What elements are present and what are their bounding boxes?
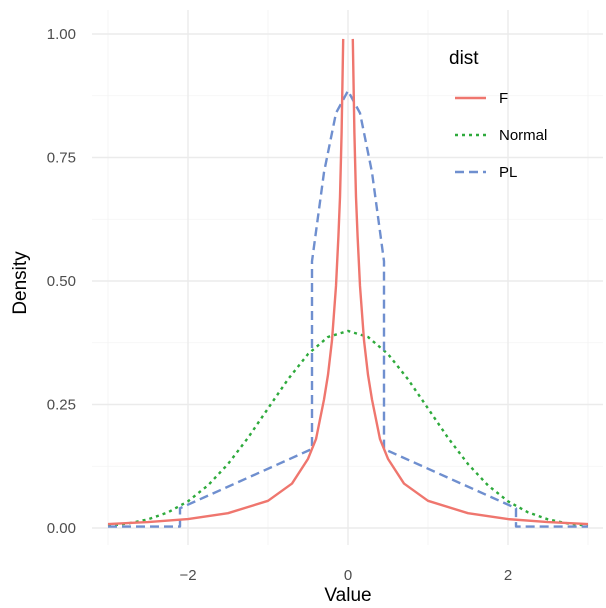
legend-entry-normal: Normal [455, 127, 547, 144]
x-tick-label: −2 [179, 567, 196, 584]
x-axis-title: Value [324, 585, 371, 606]
legend-entry-pl: PL [455, 164, 517, 181]
grid [92, 10, 603, 545]
x-tick-label: 2 [504, 567, 512, 584]
y-axis-title: Density [10, 251, 31, 315]
legend: dist F Normal PL [449, 48, 547, 181]
legend-label-normal: Normal [499, 127, 547, 144]
legend-title: dist [449, 48, 479, 69]
y-tick-label: 0.00 [47, 520, 76, 537]
y-tick-label: 0.25 [47, 397, 76, 414]
legend-label-f: F [499, 90, 508, 107]
tick-labels: −2 0 2 0.00 0.25 0.50 0.75 1.00 [47, 26, 512, 584]
x-tick-label: 0 [344, 567, 352, 584]
y-tick-label: 1.00 [47, 26, 76, 43]
legend-label-pl: PL [499, 164, 517, 181]
y-tick-label: 0.75 [47, 150, 76, 167]
y-tick-label: 0.50 [47, 273, 76, 290]
legend-entry-f: F [455, 90, 508, 107]
